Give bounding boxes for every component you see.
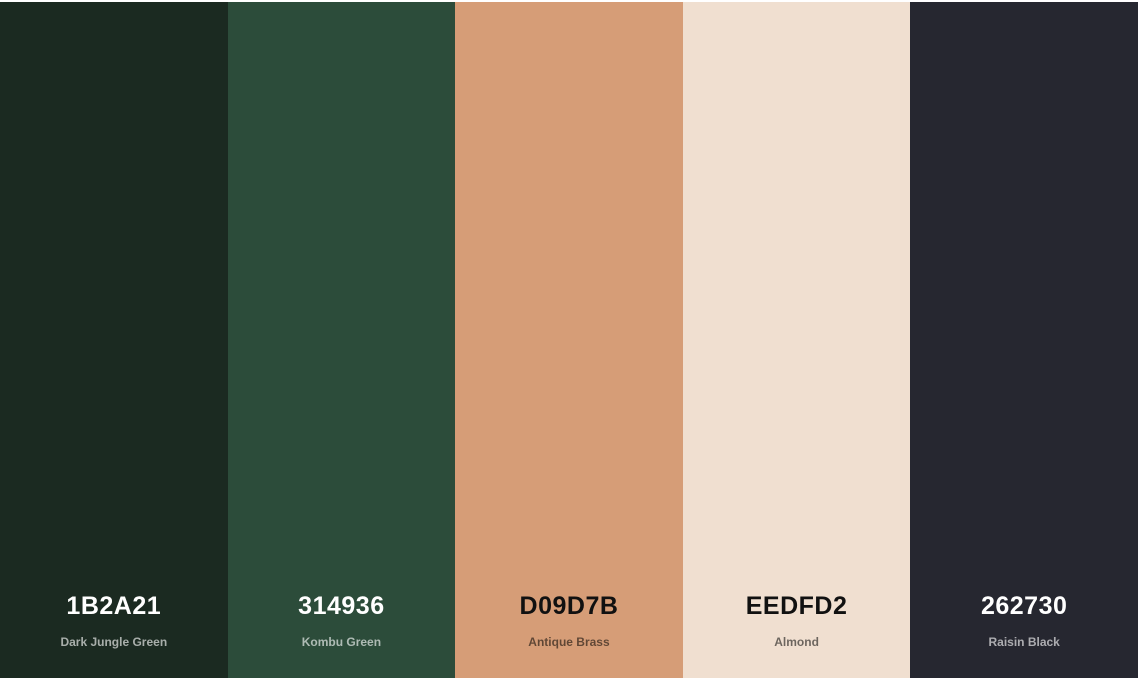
swatch-hex-code[interactable]: 1B2A21 [66,592,162,620]
swatch-color-name: Dark Jungle Green [60,635,168,649]
swatch-hex-code[interactable]: EEDFD2 [745,592,848,620]
swatch-color-name: Kombu Green [301,635,382,649]
swatch-raisin-black[interactable]: 262730 Raisin Black [910,2,1138,678]
swatch-hex-code[interactable]: D09D7B [519,592,619,620]
swatch-antique-brass[interactable]: D09D7B Antique Brass [455,2,683,678]
swatch-color-name: Almond [774,635,819,649]
swatch-almond[interactable]: EEDFD2 Almond [682,2,911,678]
swatch-hex-code[interactable]: 262730 [980,592,1068,620]
swatch-color-name: Antique Brass [528,635,610,649]
swatch-hex-code[interactable]: 314936 [298,592,385,620]
swatch-kombu-green[interactable]: 314936 Kombu Green [227,2,456,678]
swatch-color-name: Raisin Black [988,635,1060,649]
swatch-dark-jungle-green[interactable]: 1B2A21 Dark Jungle Green [0,2,228,678]
